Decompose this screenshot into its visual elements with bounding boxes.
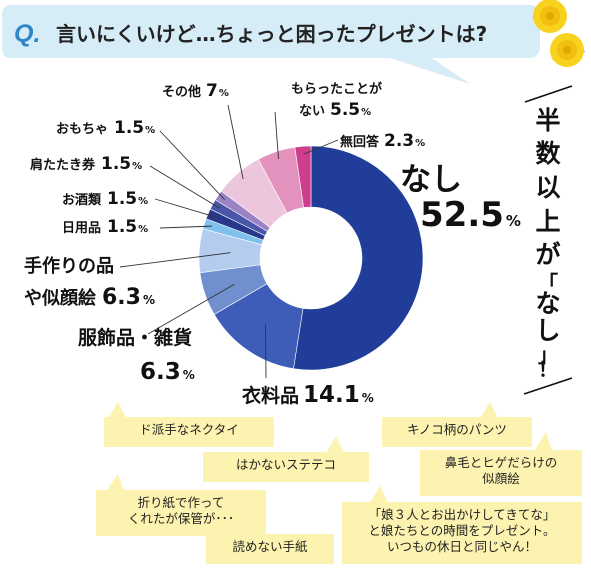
label-morattakoto-line1: もらったことが <box>291 81 382 97</box>
note-unworn-longjohns: はかないステテコ <box>203 452 369 482</box>
callout-char-1: 数 <box>535 139 561 168</box>
question-text: 言いにくいけど…ちょっと困ったプレゼントは? <box>56 22 487 46</box>
label-nashi-value: 52.5% <box>420 195 521 235</box>
leader-line-7 <box>159 130 225 201</box>
label-fukushoku-value: 6.3% <box>140 359 195 385</box>
note-unreadable-letter: 読めない手紙 <box>206 534 334 564</box>
label-morattakoto-line2: ない 5.5% <box>299 100 371 120</box>
leader-line-3 <box>119 252 231 268</box>
note-nose-hair-portrait: 鼻毛とヒゲだらけの 似顔絵 <box>420 450 582 496</box>
callout-char-0: 半 <box>535 106 560 135</box>
leader-line-10 <box>303 139 339 155</box>
leader-line-8 <box>227 104 244 180</box>
label-omocha: おもちゃ 1.5% <box>56 118 155 138</box>
label-tezukuri-line1: 手作りの品 <box>24 255 114 277</box>
label-fukushoku-name: 服飾品・雑貨 <box>78 326 192 349</box>
pie-chart <box>198 145 424 371</box>
callout-char-4: が <box>535 240 560 269</box>
note-origami: 折り紙で作って くれたが保管が･･･ <box>96 490 266 536</box>
callout-char-6: な <box>535 289 560 318</box>
label-mukaito: 無回答 2.3% <box>340 131 425 151</box>
label-iryohin: 衣料品 14.1% <box>242 382 374 408</box>
callout-slash-top <box>524 85 573 103</box>
question-mark: Q. <box>14 20 40 48</box>
note-flashy-necktie: ド派手なネクタイ <box>104 417 274 447</box>
callout-char-7: し <box>535 316 560 345</box>
leader-line-6 <box>149 165 220 209</box>
note-daughters-time: 「娘３人とお出かけしてきてな」 と娘たちとの時間をプレゼント。 いつもの休日と同… <box>342 502 582 564</box>
callout-char-9: ！ <box>538 357 558 381</box>
leader-lines <box>119 104 339 379</box>
label-sonota: その他 7% <box>162 81 229 101</box>
callout-char-5: 「 <box>538 271 558 295</box>
leader-line-2 <box>147 283 235 335</box>
label-nichiyohin: 日用品 1.5% <box>62 217 148 237</box>
pie-slice-10 <box>294 145 312 208</box>
label-nashi-name: なし <box>400 162 462 198</box>
pie-slice-0 <box>293 145 424 371</box>
note-mushroom-underwear: キノコ柄のパンツ <box>382 417 532 447</box>
label-osake: お酒類 1.5% <box>62 189 148 209</box>
leader-line-1 <box>265 324 267 379</box>
callout-slash-bottom <box>523 377 573 395</box>
leader-line-4 <box>159 225 212 229</box>
leader-line-9 <box>274 111 279 160</box>
callout-char-3: 上 <box>535 207 560 236</box>
rose-decoration <box>532 0 585 67</box>
callout-char-2: 以 <box>535 173 560 202</box>
label-katatataki: 肩たたき券 1.5% <box>30 154 142 174</box>
question-bubble <box>2 5 540 84</box>
leader-line-5 <box>154 198 216 218</box>
callout-char-8: 」 <box>538 343 558 367</box>
label-tezukuri-line2: や似顔絵 6.3% <box>24 285 155 310</box>
